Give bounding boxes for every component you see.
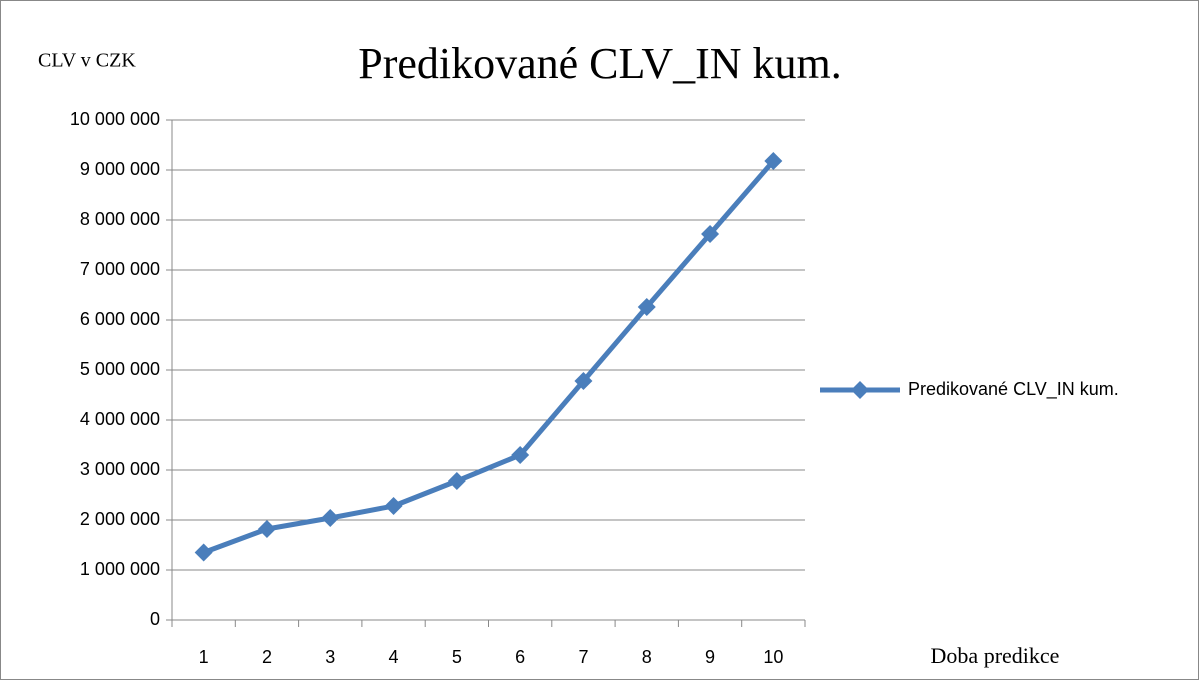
marker (384, 497, 403, 515)
x-tick-label: 3 (325, 647, 335, 667)
x-axis-label: Doba predikce (931, 643, 1060, 668)
chart-title: Predikované CLV_IN kum. (358, 39, 842, 88)
y-tick-label: 3 000 000 (80, 459, 160, 479)
y-tick-label: 5 000 000 (80, 359, 160, 379)
marker (511, 446, 530, 464)
x-tick-label: 4 (389, 647, 399, 667)
marker (257, 520, 276, 538)
y-tick-label: 7 000 000 (80, 259, 160, 279)
x-tick-label: 5 (452, 647, 462, 667)
marker (574, 372, 593, 390)
marker (321, 509, 340, 527)
x-tick-label: 6 (515, 647, 525, 667)
y-tick-label: 1 000 000 (80, 559, 160, 579)
legend-marker (851, 381, 869, 399)
y-tick-label: 2 000 000 (80, 509, 160, 529)
y-axis-label: CLV v CZK (38, 50, 136, 72)
series-line (202, 159, 776, 555)
x-tick-label: 1 (199, 647, 209, 667)
y-tick-label: 4 000 000 (80, 409, 160, 429)
marker (764, 152, 783, 170)
y-tick-label: 10 000 000 (70, 109, 160, 129)
x-tick-label: 8 (642, 647, 652, 667)
y-tick-label: 0 (150, 609, 160, 629)
y-tick-label: 6 000 000 (80, 309, 160, 329)
x-tick-label: 7 (578, 647, 588, 667)
y-tick-label: 9 000 000 (80, 159, 160, 179)
legend-label: Predikované CLV_IN kum. (908, 379, 1119, 400)
x-tick-label: 10 (763, 647, 783, 667)
marker (637, 298, 656, 316)
marker (701, 225, 720, 243)
y-tick-label: 8 000 000 (80, 209, 160, 229)
marker (194, 543, 213, 562)
marker (447, 472, 466, 490)
x-tick-label: 9 (705, 647, 715, 667)
x-tick-label: 2 (262, 647, 272, 667)
